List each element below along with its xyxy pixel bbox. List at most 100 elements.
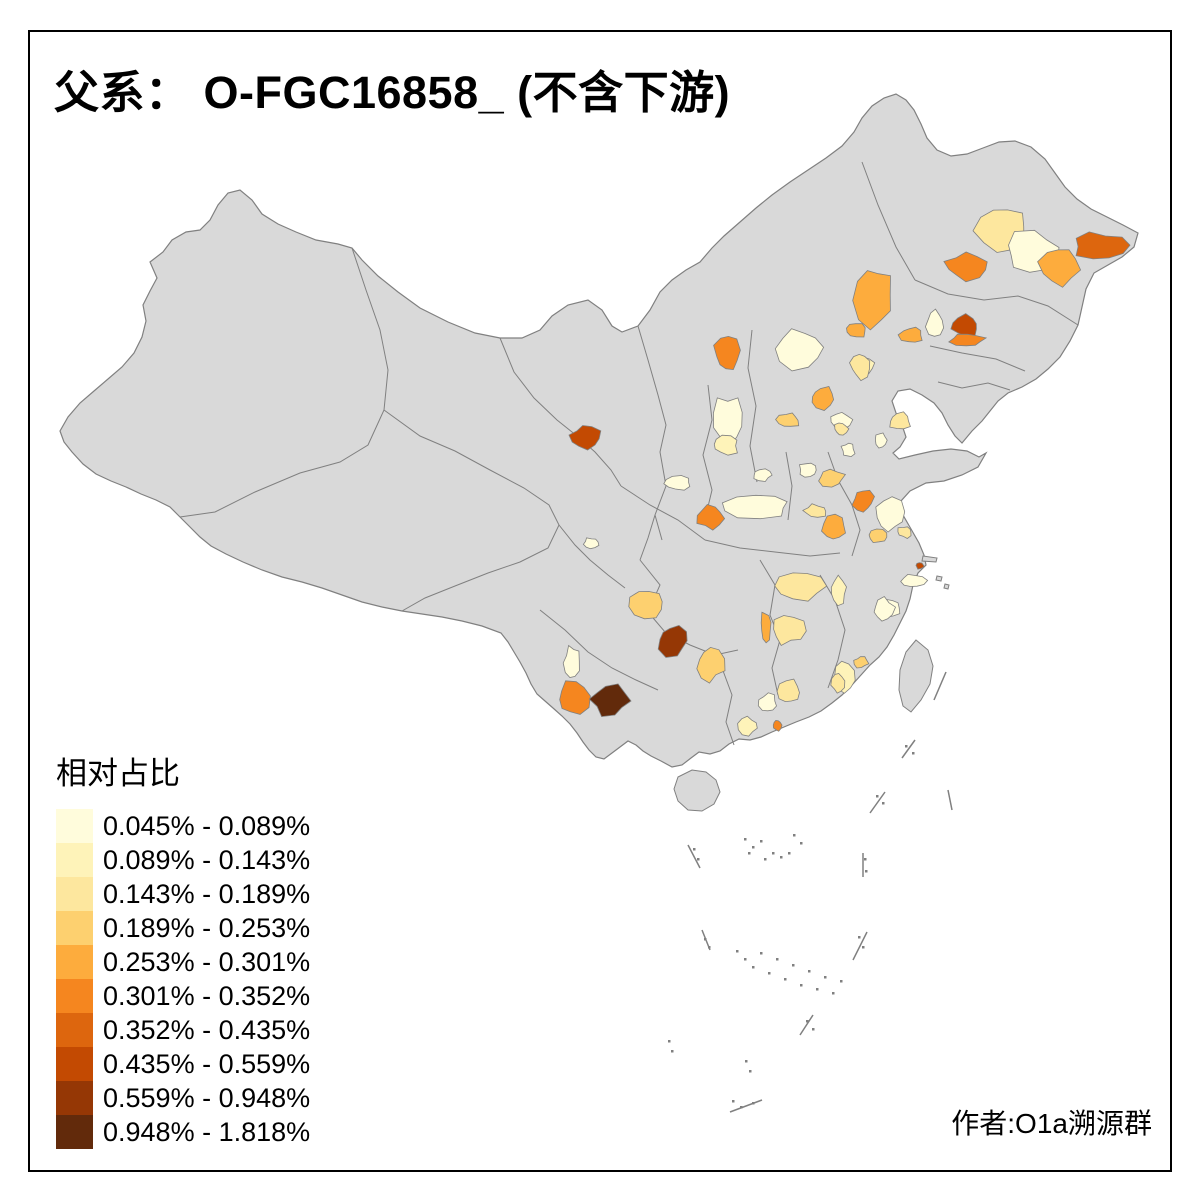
map-region [821, 513, 846, 540]
province-border [721, 667, 735, 746]
legend-swatch [56, 877, 93, 911]
map-region [696, 646, 726, 684]
legend-swatch [56, 809, 93, 843]
map-region [802, 503, 827, 518]
figure-title: 父系： O-FGC16858_ (不含下游) [54, 67, 731, 118]
sea-islet [752, 846, 755, 849]
legend-row: 0.559% - 0.948% [54, 1081, 310, 1115]
sea-islet [882, 802, 885, 805]
sea-islet [749, 1070, 752, 1073]
sea-islet [858, 936, 861, 939]
island [921, 555, 938, 563]
map-region [875, 496, 906, 533]
province-border [499, 337, 622, 487]
sea-dash [933, 671, 947, 701]
sea-islet [912, 752, 915, 755]
map-region [1037, 249, 1082, 288]
map-region [713, 434, 738, 456]
province-border [637, 325, 667, 541]
map-region [757, 692, 777, 712]
map-region [713, 335, 741, 371]
sea-islet [812, 1028, 815, 1031]
island [935, 575, 943, 582]
province-border [179, 247, 389, 518]
sea-islet [744, 958, 747, 961]
province-border [929, 345, 1026, 372]
legend-label: 0.189% - 0.253% [103, 912, 311, 943]
author-credit: 作者:O1a溯源群 [951, 1108, 1152, 1139]
map-region [568, 425, 602, 451]
map-region [696, 504, 726, 531]
sea-islet [784, 978, 787, 981]
map-region [948, 333, 988, 347]
province-border [861, 161, 916, 281]
sea-islet [876, 795, 879, 798]
map-region [943, 251, 988, 283]
map-region [562, 644, 580, 678]
map-region [559, 680, 591, 715]
map-region [772, 719, 783, 732]
map-region [868, 528, 888, 544]
sea-islet [865, 870, 868, 873]
province-border [639, 514, 656, 561]
sea-dash [947, 789, 953, 811]
sea-islet [745, 1060, 748, 1063]
legend-label: 0.089% - 0.143% [103, 844, 311, 875]
map-region [846, 323, 866, 338]
sea-islet [808, 970, 811, 973]
legend-row: 0.089% - 0.143% [54, 843, 310, 877]
map-region [737, 715, 758, 737]
legend-row: 0.143% - 0.189% [54, 877, 310, 911]
island [673, 769, 721, 812]
sea-islet [776, 958, 779, 961]
legend-row: 0.189% - 0.253% [54, 911, 310, 945]
map-region [721, 494, 788, 520]
sea-dash [852, 931, 868, 961]
sea-islet [806, 1020, 809, 1023]
sea-islet [816, 988, 819, 991]
sea-islet [744, 838, 747, 841]
province-border [914, 279, 1079, 326]
map-region [852, 270, 891, 331]
sea-islet [792, 964, 795, 967]
island [943, 583, 950, 590]
sea-islet [748, 852, 751, 855]
map-region [774, 572, 828, 602]
province-border [704, 539, 841, 557]
sea-dash [901, 739, 916, 759]
legend-row: 0.045% - 0.089% [54, 809, 310, 843]
legend-row: 0.948% - 1.818% [54, 1115, 310, 1149]
legend: 相对占比 0.045% - 0.089% 0.089% - 0.143% 0.143… [54, 748, 310, 1149]
sea-islet [772, 852, 775, 855]
map-region [924, 308, 945, 337]
sea-islet [905, 745, 908, 748]
map-region [874, 432, 888, 449]
sea-islet [736, 950, 739, 953]
sea-dash [729, 1099, 763, 1113]
sea-islet [732, 1100, 735, 1103]
map-region [900, 573, 929, 587]
sea-dash [869, 791, 886, 814]
legend-row: 0.301% - 0.352% [54, 979, 310, 1013]
map-region [851, 489, 875, 513]
sea-islet [864, 858, 867, 861]
sea-islet [768, 972, 771, 975]
sea-dash [687, 844, 701, 869]
sea-islet [840, 980, 843, 983]
map-region [818, 468, 847, 488]
sea-islet [800, 984, 803, 987]
sea-dash [701, 929, 711, 951]
legend-label: 0.143% - 0.189% [103, 878, 311, 909]
legend-label: 0.948% - 1.818% [103, 1116, 311, 1147]
sea-islet [693, 848, 696, 851]
sea-islet [793, 834, 796, 837]
map-region [811, 386, 835, 411]
province-border [702, 384, 713, 516]
sea-islet [760, 952, 763, 955]
sea-dash [799, 1014, 814, 1036]
legend-label: 0.435% - 0.559% [103, 1048, 311, 1079]
province-border [747, 329, 758, 483]
map-region [1075, 231, 1131, 260]
sea-islet [671, 1050, 674, 1053]
